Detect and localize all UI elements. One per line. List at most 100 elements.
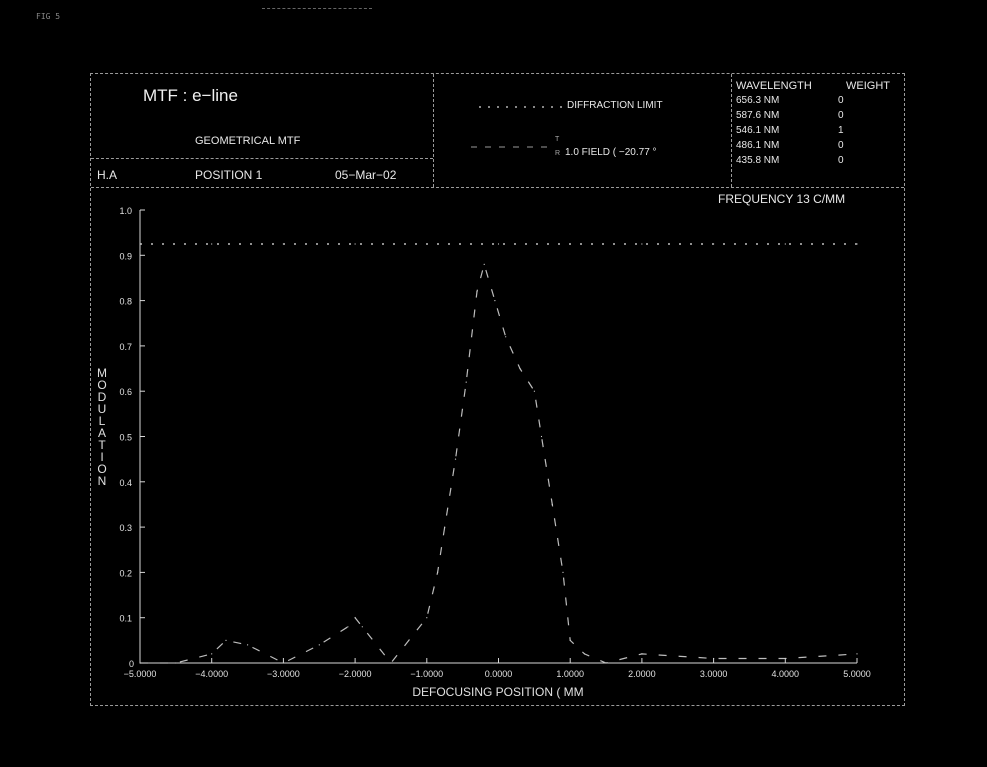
wavelength-row: 656.3 NM 0 bbox=[736, 95, 896, 110]
header-divider-2 bbox=[731, 74, 732, 187]
data-point bbox=[282, 243, 284, 245]
data-point bbox=[551, 503, 553, 506]
wavelength-row: 486.1 NM 0 bbox=[736, 140, 896, 155]
weight-value: 1 bbox=[838, 125, 844, 136]
wavelength-header: WAVELENGTH bbox=[736, 80, 812, 92]
data-point bbox=[354, 243, 356, 245]
header-divider-1 bbox=[433, 74, 434, 187]
x-tick-label: −4.0000 bbox=[195, 669, 228, 679]
data-point bbox=[347, 626, 349, 628]
x-tick-label: −5.0000 bbox=[124, 669, 157, 679]
data-point bbox=[569, 243, 571, 245]
data-point bbox=[713, 243, 715, 245]
y-zero-label: 0 bbox=[129, 659, 134, 669]
data-point bbox=[583, 653, 586, 655]
data-point bbox=[540, 435, 543, 438]
data-point bbox=[211, 653, 213, 655]
x-ticks: −5.0000 −4.0000 −3.0000 −2.0000 −1.0000 0.000… bbox=[124, 658, 871, 679]
date-label: 05−Mar−02 bbox=[335, 168, 397, 182]
wavelength-value: 587.6 NM bbox=[736, 110, 780, 121]
wavelength-row: 587.6 NM 0 bbox=[736, 110, 896, 125]
x-tick-label: 2.0000 bbox=[628, 669, 656, 679]
header-title-rule bbox=[91, 158, 433, 159]
data-point bbox=[437, 571, 439, 574]
plot-axes bbox=[139, 210, 857, 664]
wavelength-value: 435.8 NM bbox=[736, 155, 780, 166]
y-tick-label: 0.6 bbox=[119, 387, 132, 397]
data-point bbox=[713, 657, 715, 660]
data-point bbox=[426, 617, 428, 619]
data-point bbox=[533, 390, 536, 392]
data-point bbox=[856, 653, 858, 655]
data-point bbox=[247, 644, 249, 646]
data-point bbox=[390, 662, 392, 664]
mtf-title: MTF : e−line bbox=[143, 86, 238, 105]
data-point bbox=[505, 336, 507, 338]
data-point bbox=[175, 662, 177, 664]
data-point bbox=[139, 243, 141, 245]
data-point bbox=[483, 263, 485, 265]
wavelength-value: 656.3 NM bbox=[736, 95, 780, 106]
x-tick-label: −1.0000 bbox=[410, 669, 443, 679]
data-point bbox=[361, 626, 363, 628]
data-point bbox=[784, 243, 786, 245]
wavelength-row: 546.1 NM 1 bbox=[736, 125, 896, 140]
data-point bbox=[497, 243, 500, 245]
chart-frame: MTF : e−line GEOMETRICAL MTF H.A POSITIO… bbox=[90, 73, 905, 706]
wavelength-rows: 656.3 NM 0 587.6 NM 0 546.1 NM 1 486.1 N… bbox=[736, 95, 896, 170]
x-tick-label: 4.0000 bbox=[772, 669, 800, 679]
half-angle-code: H.A bbox=[97, 168, 118, 182]
data-point bbox=[426, 243, 428, 245]
data-point bbox=[641, 243, 643, 245]
y-tick-label: 0.3 bbox=[119, 523, 132, 533]
x-tick-label: −3.0000 bbox=[267, 669, 300, 679]
y-tick-label: 0.7 bbox=[119, 342, 132, 352]
y-ticks: 0.1 0.2 0.3 0.4 0.5 0.6 0.7 0.8 0.9 1.0 0 bbox=[119, 206, 145, 669]
data-point bbox=[605, 662, 607, 664]
data-point bbox=[282, 662, 284, 664]
x-axis-label: DEFOCUSING POSITION ( MM bbox=[412, 685, 583, 699]
data-point bbox=[211, 243, 213, 245]
data-point bbox=[562, 571, 564, 574]
y-tick-label: 0.1 bbox=[119, 614, 132, 624]
y-tick-label: 0.2 bbox=[119, 568, 132, 578]
legend-field-mark-t: T bbox=[555, 136, 560, 143]
series-layer bbox=[139, 243, 858, 664]
data-point bbox=[784, 657, 786, 660]
weight-value: 0 bbox=[838, 140, 844, 151]
x-tick-label: 3.0000 bbox=[700, 669, 728, 679]
legend-field-swatch bbox=[471, 146, 555, 148]
weight-value: 0 bbox=[838, 95, 844, 106]
data-point bbox=[354, 617, 356, 619]
y-tick-label: 0.4 bbox=[119, 478, 132, 488]
mtf-curve bbox=[140, 262, 858, 664]
geometrical-mtf-label: GEOMETRICAL MTF bbox=[195, 135, 301, 147]
data-point bbox=[454, 458, 457, 460]
data-point bbox=[494, 300, 496, 302]
legend-field-label: 1.0 FIELD ( −20.77 ° bbox=[565, 147, 657, 158]
header-bottom-rule bbox=[91, 187, 904, 188]
data-point bbox=[856, 243, 858, 245]
wavelength-row: 435.8 NM 0 bbox=[736, 155, 896, 170]
data-point bbox=[139, 662, 141, 664]
y-tick-label: 0.5 bbox=[119, 433, 132, 443]
legend-field-mark-r: R bbox=[555, 150, 561, 157]
top-divider bbox=[262, 8, 372, 9]
legend-diffraction-label: DIFFRACTION LIMIT bbox=[567, 100, 663, 111]
data-point bbox=[225, 639, 227, 642]
weight-value: 0 bbox=[838, 110, 844, 121]
data-point bbox=[519, 368, 521, 370]
data-point bbox=[465, 381, 467, 383]
x-tick-label: 1.0000 bbox=[556, 669, 584, 679]
x-tick-label: 0.0000 bbox=[485, 669, 513, 679]
weight-value: 0 bbox=[838, 155, 844, 166]
y-tick-label: 0.9 bbox=[119, 251, 132, 261]
weight-header: WEIGHT bbox=[846, 80, 890, 92]
wavelength-value: 486.1 NM bbox=[736, 140, 780, 151]
x-tick-label: −2.0000 bbox=[339, 669, 372, 679]
y-tick-label: 1.0 bbox=[119, 206, 132, 216]
corner-tag: FIG 5 bbox=[36, 12, 61, 21]
